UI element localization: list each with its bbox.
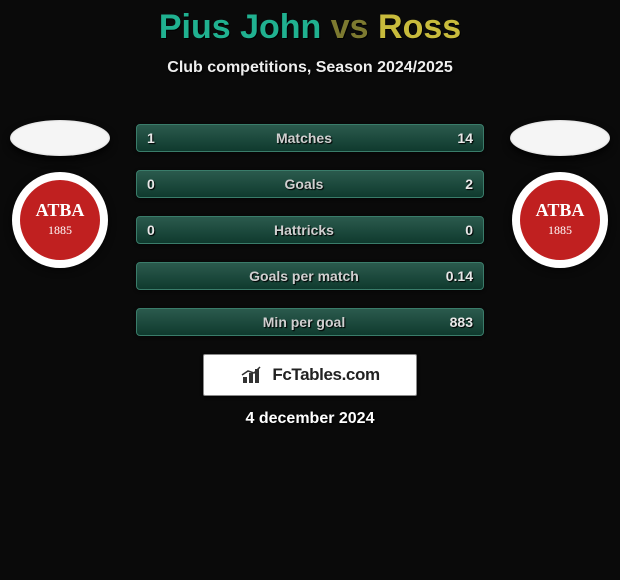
stat-row-goals: 0 Goals 2 bbox=[136, 170, 484, 198]
player2-avatar bbox=[510, 120, 610, 156]
brand-text: FcTables.com bbox=[272, 365, 379, 385]
comparison-title: Pius John vs Ross bbox=[0, 0, 620, 47]
player1-club-badge: ATBA 1885 bbox=[10, 170, 110, 270]
stat-value-player2: 0 bbox=[431, 222, 473, 238]
club-text-bottom: 1885 bbox=[548, 223, 572, 237]
stat-label: Goals per match bbox=[177, 268, 431, 284]
stat-value-player2: 2 bbox=[431, 176, 473, 192]
stat-label: Matches bbox=[177, 130, 431, 146]
stat-row-goals-per-match: Goals per match 0.14 bbox=[136, 262, 484, 290]
stat-value-player1: 1 bbox=[147, 130, 177, 146]
stat-label: Hattricks bbox=[177, 222, 431, 238]
stat-label: Min per goal bbox=[177, 314, 431, 330]
stat-value-player1: 0 bbox=[147, 222, 177, 238]
player1-name: Pius John bbox=[159, 8, 321, 46]
club-text-top: ATBA bbox=[36, 200, 85, 220]
stats-table: 1 Matches 14 0 Goals 2 0 Hattricks 0 Goa… bbox=[136, 124, 484, 354]
brand-badge[interactable]: FcTables.com bbox=[203, 354, 417, 396]
stat-value-player2: 883 bbox=[431, 314, 473, 330]
date-label: 4 december 2024 bbox=[0, 410, 620, 428]
stat-row-min-per-goal: Min per goal 883 bbox=[136, 308, 484, 336]
stat-value-player1: 0 bbox=[147, 176, 177, 192]
player2-name: Ross bbox=[378, 8, 461, 46]
club-text-top: ATBA bbox=[536, 200, 585, 220]
player2-club-badge: ATBA 1885 bbox=[510, 170, 610, 270]
stat-value-player2: 0.14 bbox=[431, 268, 473, 284]
club-text-bottom: 1885 bbox=[48, 223, 72, 237]
chart-icon bbox=[240, 365, 268, 385]
subtitle: Club competitions, Season 2024/2025 bbox=[0, 59, 620, 77]
stat-row-matches: 1 Matches 14 bbox=[136, 124, 484, 152]
stat-label: Goals bbox=[177, 176, 431, 192]
vs-label: vs bbox=[331, 8, 369, 46]
stat-value-player2: 14 bbox=[431, 130, 473, 146]
stat-row-hattricks: 0 Hattricks 0 bbox=[136, 216, 484, 244]
player1-avatar bbox=[10, 120, 110, 156]
